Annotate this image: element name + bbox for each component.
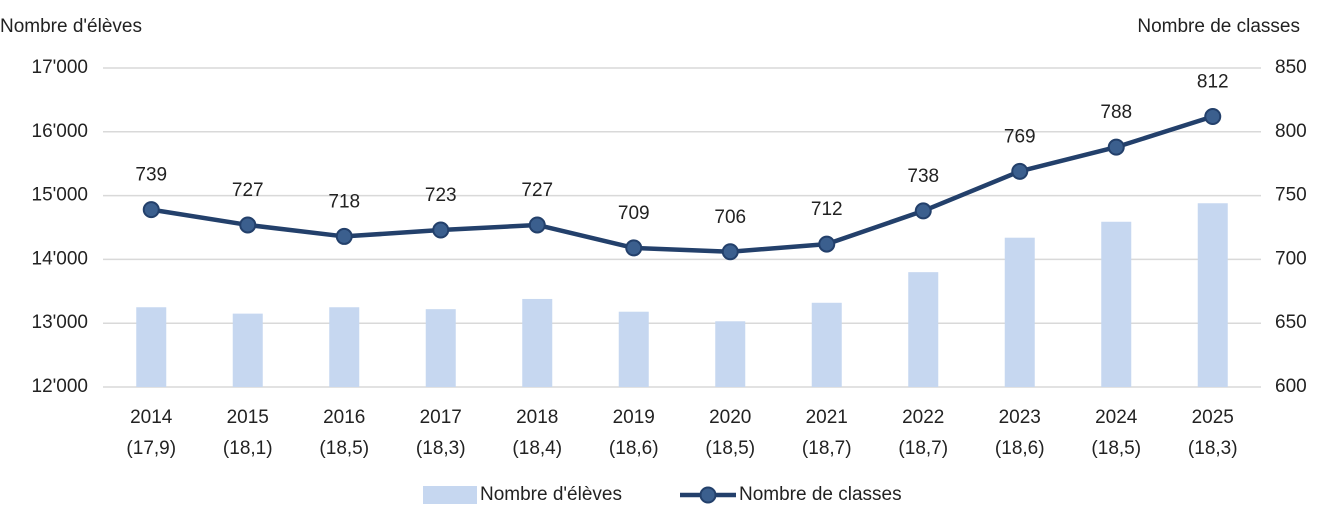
data-label: 739: [135, 165, 167, 186]
bar: [1004, 237, 1035, 387]
y-tick-label: 16'000: [32, 121, 88, 142]
x-tick-label: 2024 (18,5): [1091, 407, 1142, 459]
y2-tick-label: 600: [1275, 376, 1307, 397]
y2-tick-label: 800: [1275, 121, 1307, 142]
bar: [329, 307, 360, 387]
data-label: 706: [714, 207, 746, 228]
x-tick-label: 2016 (18,5): [319, 407, 370, 459]
x-tick-label: 2019 (18,6): [608, 407, 659, 459]
x-tick-label: 2015 (18,1): [222, 407, 273, 459]
y-tick-label: 17'000: [32, 57, 88, 78]
marker: [142, 201, 160, 219]
x-tick-label: 2017 (18,3): [415, 407, 466, 459]
data-label: 723: [425, 185, 457, 206]
data-label: 727: [521, 180, 553, 201]
bar: [715, 321, 746, 387]
y-tick-label: 14'000: [32, 248, 88, 269]
bar: [232, 313, 263, 387]
bar: [1101, 221, 1132, 387]
y2-tick-label: 750: [1275, 185, 1307, 206]
marker: [1011, 162, 1029, 180]
x-tick-label: 2020 (18,5): [705, 407, 756, 459]
legend-label: Nombre de classes: [739, 484, 902, 505]
data-label: 727: [232, 180, 264, 201]
data-label: 788: [1100, 102, 1132, 123]
data-label: 712: [811, 199, 843, 220]
x-tick-label: 2021 (18,7): [801, 407, 852, 459]
legend-label: Nombre d'élèves: [480, 484, 622, 505]
marker: [818, 235, 836, 253]
marker: [721, 243, 739, 261]
x-tick-label: 2018 (18,4): [512, 407, 563, 459]
marker: [432, 221, 450, 239]
legend-marker: [699, 486, 717, 504]
bar: [1197, 203, 1228, 387]
x-tick-label: 2023 (18,6): [994, 407, 1045, 459]
y-axis-title: Nombre d'élèves: [0, 16, 142, 37]
marker: [1204, 107, 1222, 125]
data-label: 718: [328, 191, 360, 212]
y2-tick-label: 700: [1275, 248, 1307, 269]
marker: [625, 239, 643, 257]
x-tick-label: 2022 (18,7): [898, 407, 949, 459]
bar: [618, 311, 649, 387]
marker: [239, 216, 257, 234]
x-tick-label: 2014 (17,9): [126, 407, 177, 459]
bar: [908, 272, 939, 387]
marker: [1107, 138, 1125, 156]
bar: [811, 302, 842, 387]
x-tick-label: 2025 (18,3): [1187, 407, 1238, 459]
y2-tick-label: 650: [1275, 312, 1307, 333]
data-label: 769: [1004, 126, 1036, 147]
data-label: 709: [618, 203, 650, 224]
bar: [522, 298, 553, 387]
bar: [425, 309, 456, 387]
data-label: 738: [907, 166, 939, 187]
y2-tick-label: 850: [1275, 57, 1307, 78]
data-label: 812: [1197, 72, 1229, 93]
y-tick-label: 12'000: [32, 376, 88, 397]
marker: [914, 202, 932, 220]
y-tick-label: 15'000: [32, 185, 88, 206]
line: [150, 114, 1214, 254]
y-tick-label: 13'000: [32, 312, 88, 333]
marker: [335, 227, 353, 245]
bar: [136, 307, 167, 387]
y2-axis-title: Nombre de classes: [1137, 16, 1300, 37]
legend-swatch: [423, 486, 477, 504]
marker: [528, 216, 546, 234]
